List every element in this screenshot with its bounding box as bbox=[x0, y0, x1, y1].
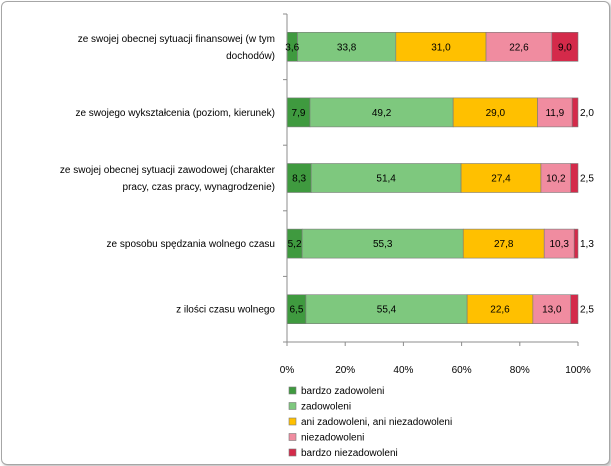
bar-segment bbox=[460, 163, 542, 193]
data-label: 3,6 bbox=[285, 42, 299, 53]
axes-layer bbox=[283, 13, 579, 346]
data-label: 7,9 bbox=[292, 108, 306, 119]
bar-segment bbox=[301, 228, 464, 259]
x-tick-label: 80% bbox=[510, 365, 530, 376]
bar-segment bbox=[395, 31, 487, 62]
legend-label: ani zadowoleni, ani niezadowoleni bbox=[301, 417, 452, 428]
bar-segment bbox=[466, 294, 534, 325]
bar-segment bbox=[570, 294, 579, 325]
x-tick-label: 100% bbox=[565, 365, 591, 376]
category-label: ze swojego wykształcenia (poziom, kierun… bbox=[75, 108, 275, 119]
data-label: 8,3 bbox=[292, 174, 306, 185]
legend-label: bardzo niezadowoleni bbox=[301, 448, 398, 459]
legend-label: bardzo zadowoleni bbox=[301, 386, 384, 397]
data-label: 2,5 bbox=[580, 305, 594, 316]
bar-segment bbox=[551, 31, 579, 62]
legend-swatch bbox=[288, 386, 297, 395]
category-label: z ilości czasu wolnego bbox=[176, 305, 275, 316]
data-label: 13,0 bbox=[542, 305, 562, 316]
data-label: 51,4 bbox=[376, 174, 396, 185]
data-label: 31,0 bbox=[431, 42, 451, 53]
data-label: 6,5 bbox=[290, 305, 304, 316]
labels-layer: 3,6 33,8 31,0 22,6 9,0 ze swojej obecnej sytu… bbox=[60, 34, 594, 376]
bar-segment bbox=[452, 97, 538, 128]
x-tick-label: 60% bbox=[452, 365, 472, 376]
bar-segment bbox=[573, 228, 579, 259]
data-label: 49,2 bbox=[372, 108, 392, 119]
legend: bardzo zadowoleni zadowoleni ani zadowolen… bbox=[288, 386, 452, 459]
legend-swatch bbox=[288, 417, 297, 426]
data-label: 2,5 bbox=[580, 174, 594, 185]
data-label: 9,0 bbox=[558, 42, 572, 53]
category-label: dochodów) bbox=[226, 51, 275, 62]
bar-segment bbox=[571, 97, 579, 128]
bar-segment bbox=[305, 294, 468, 325]
data-label: 33,8 bbox=[337, 42, 357, 53]
legend-swatch bbox=[288, 402, 297, 410]
bar-segment bbox=[309, 97, 454, 128]
bar-segment bbox=[286, 163, 312, 193]
category-label: pracy, czas pracy, wynagrodzenie) bbox=[123, 182, 275, 193]
bar-segment bbox=[540, 163, 572, 193]
data-label: 11,9 bbox=[545, 108, 564, 119]
bar-segment bbox=[543, 228, 575, 259]
data-label: 22,6 bbox=[509, 42, 529, 53]
bars-layer bbox=[286, 31, 579, 325]
bar-segment bbox=[310, 163, 462, 193]
category-label: ze sposobu spędzania wolnego czasu bbox=[107, 239, 275, 250]
data-label: 2,0 bbox=[580, 108, 594, 119]
data-label: 5,2 bbox=[288, 239, 302, 250]
x-tick-label: 0% bbox=[280, 365, 295, 376]
legend-label: zadowoleni bbox=[301, 402, 351, 413]
bar-segment bbox=[462, 228, 545, 259]
category-label: ze swojej obecnej sytuacji finansowej (w… bbox=[78, 34, 275, 45]
data-label: 27,8 bbox=[494, 239, 514, 250]
legend-label: niezadowoleni bbox=[301, 433, 364, 444]
data-label: 1,3 bbox=[580, 239, 594, 250]
legend-swatch bbox=[288, 448, 297, 457]
category-label: ze swojej obecnej sytuacji zawodowej (ch… bbox=[60, 165, 276, 176]
data-label: 55,3 bbox=[373, 239, 393, 250]
x-tick-label: 40% bbox=[393, 365, 413, 376]
data-label: 10,2 bbox=[546, 174, 566, 185]
bar-segment bbox=[537, 97, 573, 128]
data-label: 29,0 bbox=[486, 108, 506, 119]
legend-swatch bbox=[288, 433, 297, 441]
data-label: 10,3 bbox=[549, 239, 569, 250]
x-tick-label: 20% bbox=[335, 365, 355, 376]
bar-segment bbox=[570, 163, 579, 193]
data-label: 55,4 bbox=[377, 305, 397, 316]
data-label: 22,6 bbox=[490, 305, 510, 316]
data-label: 27,4 bbox=[491, 174, 511, 185]
